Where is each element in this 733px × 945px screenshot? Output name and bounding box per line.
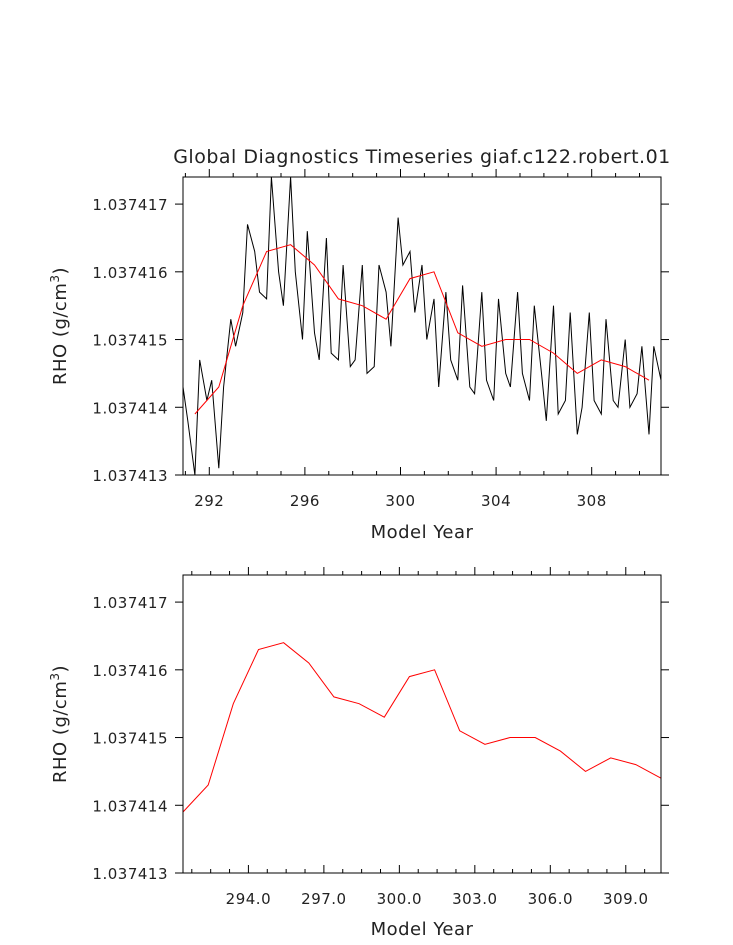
y-tick-label: 1.037416: [92, 264, 168, 282]
chart-title: Global Diagnostics Timeseries giaf.c122.…: [173, 146, 671, 168]
x-tick-label: 294.0: [226, 890, 271, 908]
x-tick-label: 292: [194, 492, 224, 510]
x-tick-label: 309.0: [603, 890, 648, 908]
y-axis-label-text: RHO (g/cm: [50, 283, 71, 385]
x-tick-label: 304: [481, 492, 511, 510]
plot-frame: [182, 176, 662, 476]
bottom-panel: 294.0 297.0 300.0 303.0 306.0 309.0 1.037413 1.…: [48, 567, 669, 940]
x-tick-label: 297.0: [301, 890, 346, 908]
y-tick-label: 1.037413: [92, 467, 168, 485]
y-axis-label-text: RHO (g/cm: [50, 681, 71, 783]
ticks-layer: 294.0 297.0 300.0 303.0 306.0 309.0 1.037413 1.…: [92, 567, 669, 908]
series-line-annual-mean: [182, 642, 662, 813]
x-axis-label: Model Year: [371, 522, 474, 543]
series-line-monthly: [182, 176, 662, 476]
series-line-annual-mean: [194, 244, 650, 415]
y-axis-label: RHO (g/cm3): [48, 267, 71, 385]
y-tick-label: 1.037417: [92, 594, 168, 612]
y-tick-label: 1.037416: [92, 662, 168, 680]
x-tick-label: 306.0: [528, 890, 573, 908]
y-axis-label-end: ): [50, 267, 71, 275]
x-tick-label: 303.0: [452, 890, 497, 908]
x-axis-label: Model Year: [371, 919, 474, 940]
x-tick-label: 308: [577, 492, 607, 510]
y-axis-label-end: ): [50, 665, 71, 673]
top-panel: Global Diagnostics Timeseries giaf.c122.…: [48, 146, 671, 543]
series-layer: [182, 176, 662, 476]
ticks-layer: 292 296 300 304 308 1.037413 1.037414 1.037415 1…: [92, 169, 669, 510]
y-tick-label: 1.037417: [92, 196, 168, 214]
y-axis-label-superscript: 3: [48, 673, 62, 681]
x-tick-label: 296: [290, 492, 320, 510]
x-tick-label: 300: [385, 492, 415, 510]
y-axis-label: RHO (g/cm3): [48, 665, 71, 783]
y-axis-label-superscript: 3: [48, 275, 62, 283]
y-tick-label: 1.037415: [92, 730, 168, 748]
y-tick-label: 1.037415: [92, 332, 168, 350]
y-tick-label: 1.037414: [92, 797, 168, 815]
plot-frame: [182, 574, 662, 874]
y-tick-label: 1.037414: [92, 399, 168, 417]
x-tick-label: 300.0: [377, 890, 422, 908]
series-layer: [182, 642, 662, 813]
y-tick-label: 1.037413: [92, 865, 168, 883]
